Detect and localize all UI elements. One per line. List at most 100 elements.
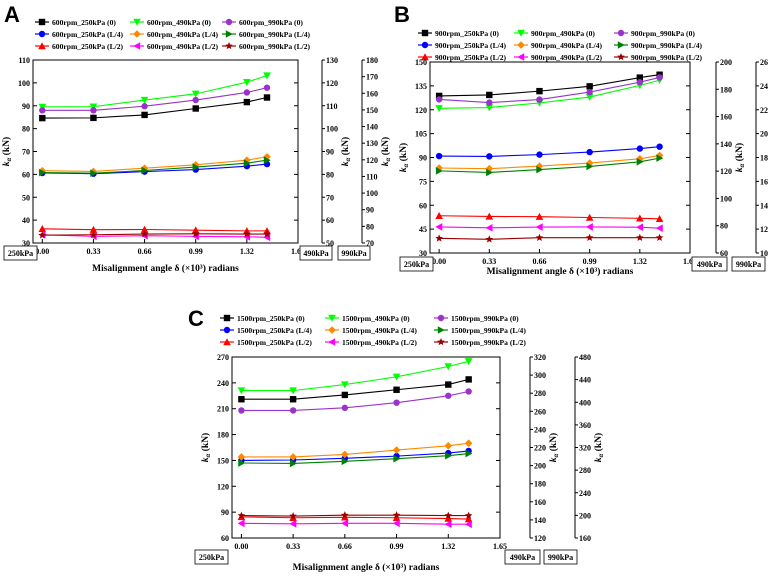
y-tick-label: 110: [366, 172, 378, 181]
data-point: [392, 446, 401, 454]
data-point: [586, 88, 593, 96]
data-point: [243, 230, 251, 238]
data-point: [341, 457, 349, 466]
y-tick-label: 100: [720, 194, 732, 203]
y-tick-label: 90: [419, 154, 427, 163]
data-point: [289, 459, 297, 468]
series: [38, 230, 271, 242]
legend-marker: [328, 326, 336, 334]
series-line: [42, 163, 268, 175]
legend-marker: [517, 29, 525, 37]
data-point: [141, 103, 148, 110]
legend-label: 1500rpm_250kPa (L/4): [237, 326, 312, 335]
x-tick-label: 0.66: [138, 247, 152, 256]
axis-pressure-box: [337, 245, 371, 261]
legend-label: 600rpm_250kPa (L/4): [52, 30, 124, 39]
x-tick-label: 1.32: [441, 542, 455, 551]
legend-item: 900rpm_990kPa (L/2): [614, 53, 703, 62]
data-point: [392, 511, 401, 519]
y-tick-label: 30: [22, 239, 30, 248]
y-tick-label: 160: [579, 534, 591, 543]
y-tick-label: 100: [366, 189, 378, 198]
data-point: [89, 103, 98, 111]
legend-label: 1500rpm_490kPa (L/2): [342, 338, 417, 347]
series-line: [439, 226, 660, 229]
y-tick-label: 60: [22, 170, 30, 179]
x-tick-label: 0.66: [338, 542, 352, 551]
data-point: [38, 231, 47, 239]
legend-item: 900rpm_250kPa (0): [418, 29, 499, 38]
x-tick-label: 1.65: [291, 247, 305, 256]
y-tick-label: 150: [217, 456, 229, 465]
data-point: [392, 373, 401, 381]
y-tick-label: 45: [419, 225, 427, 234]
series-line: [439, 157, 660, 174]
data-point: [655, 214, 664, 222]
series: [39, 156, 271, 178]
x-tick-label: 0.00: [432, 257, 446, 266]
data-point: [636, 145, 644, 152]
series-line: [241, 378, 469, 400]
series: [237, 358, 473, 395]
data-point: [435, 234, 443, 242]
y-tick-label: 50: [326, 239, 334, 248]
data-point: [243, 98, 251, 106]
data-point: [485, 212, 494, 220]
series-line: [241, 452, 469, 465]
series-line: [42, 96, 268, 119]
legend-label: 900rpm_990kPa (0): [631, 29, 695, 38]
legend-marker: [38, 30, 46, 38]
data-point: [464, 520, 472, 529]
y-axis-title: kα (kN): [380, 137, 392, 166]
legend-label: 600rpm_990kPa (L/4): [239, 30, 311, 39]
legend-label: 900rpm_250kPa (L/2): [435, 53, 507, 62]
series: [38, 229, 271, 239]
series: [435, 233, 664, 243]
y-tick-label: 80: [720, 222, 728, 231]
y-axis-490kPa: 120 140 160 180 200 220 240 260 280 300 320 kα (kN)…: [504, 353, 560, 565]
data-point: [445, 451, 453, 460]
legend-marker: [617, 29, 625, 37]
data-point: [444, 511, 453, 519]
legend-marker: [421, 29, 429, 37]
y-tick-label: 100: [18, 79, 30, 88]
x-tick-label: 0.99: [583, 257, 597, 266]
data-point: [636, 214, 644, 222]
x-axis-title: Misalignment angle δ (×10³) radians: [92, 263, 239, 274]
y-tick-label: 140: [760, 201, 768, 210]
y-tick-label: 110: [326, 102, 338, 111]
y-tick-label: 120: [366, 156, 378, 165]
y-tick-label: 150: [366, 106, 378, 115]
data-point: [141, 111, 148, 119]
y-tick-label: 120: [415, 106, 427, 115]
series-line: [241, 516, 469, 520]
axis-pressure-label: 990kPa: [548, 553, 573, 562]
legend-marker: [437, 338, 445, 346]
data-point: [485, 224, 493, 232]
axis-pressure-box: [543, 549, 578, 565]
y-axis-title: kα (kN): [398, 143, 410, 172]
data-point: [445, 392, 452, 399]
data-point: [141, 166, 149, 175]
panel-letter: A: [4, 2, 20, 27]
legend-marker: [38, 18, 46, 26]
series: [38, 72, 271, 111]
y-axis-250kPa: 30 45 60 75 90 105 120 135 150 kα (kN) 250kPa: [398, 58, 690, 272]
axis-pressure-label: 990kPa: [736, 260, 761, 269]
legend-marker: [328, 314, 336, 322]
series-line: [241, 390, 469, 411]
y-tick-label: 75: [419, 177, 427, 186]
x-tick-label: 0.33: [86, 247, 100, 256]
legend-label: 600rpm_990kPa (0): [239, 18, 303, 27]
data-point: [435, 105, 443, 113]
data-point: [486, 99, 493, 106]
data-point: [191, 229, 200, 238]
data-point: [393, 454, 401, 463]
y-axis-250kPa: 60 90 120 150 180 210 240 270 kα (kN) 250kPa: [194, 353, 500, 565]
data-point: [341, 519, 349, 528]
data-point: [464, 439, 473, 447]
axis-pressure-label: 250kPa: [404, 260, 429, 269]
y-tick-label: 105: [415, 130, 427, 139]
x-tick-label: 0.99: [189, 247, 203, 256]
series-line: [439, 79, 660, 109]
